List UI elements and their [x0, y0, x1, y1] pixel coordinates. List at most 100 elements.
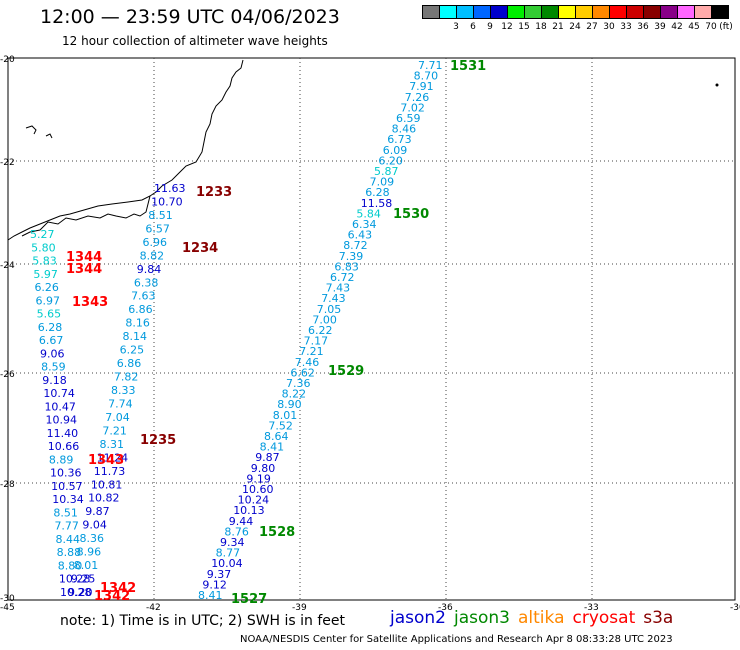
map-grid: -20-22-24-26-28-30-45-42-39-36-33-30: [0, 55, 740, 613]
wave-height-label: 6.43: [348, 229, 373, 242]
wave-height-label: 7.02: [400, 101, 425, 114]
wave-height-label: 7.52: [268, 419, 293, 432]
wave-height-label: 6.86: [117, 357, 142, 370]
legend-label: 42: [671, 22, 683, 32]
wave-height-label: 10.66: [48, 440, 80, 453]
legend-label: 9: [487, 22, 493, 32]
wave-height-label: 8.72: [343, 239, 368, 252]
wave-height-label: 10.34: [52, 493, 84, 506]
wave-height-label: 8.16: [125, 317, 150, 330]
wave-height-label: 8.31: [100, 438, 125, 451]
pass-time-label: 1343: [72, 295, 108, 310]
legend-label: 6: [470, 22, 476, 32]
pass-time-label: 1342: [94, 589, 130, 604]
y-tick-label: -30: [0, 594, 15, 604]
wave-height-label: 9.12: [202, 578, 227, 591]
map-title: 12:00 — 23:59 UTC 04/06/2023: [40, 6, 340, 28]
wave-height-label: 10.81: [91, 478, 123, 491]
wave-height-label: 10.04: [211, 557, 243, 570]
legend-label: 3: [453, 22, 459, 32]
wave-height-label: 7.91: [409, 80, 434, 93]
wave-height-label: 6.96: [143, 236, 168, 249]
legend-label: 18: [535, 22, 547, 32]
legend-label: 45: [688, 22, 700, 32]
wave-height-label: 6.97: [36, 294, 61, 307]
map-frame: [7, 57, 736, 601]
wave-height-label: 8.76: [224, 525, 249, 538]
wave-height-label: 6.28: [38, 321, 63, 334]
legend-unit: (ft): [719, 22, 733, 32]
satellite-jason3: jason3: [454, 608, 510, 628]
wave-height-label: 9.87: [85, 505, 110, 518]
wave-height-label: 8.46: [392, 123, 417, 136]
y-tick-label: -26: [0, 370, 15, 380]
wave-height-label: 7.39: [339, 250, 364, 263]
coastline: [7, 59, 244, 241]
wave-height-label: 10.74: [43, 387, 74, 400]
island: [25, 125, 37, 135]
legend-label: 39: [654, 22, 666, 32]
wave-height-label: 8.33: [111, 384, 136, 397]
coastline-detail: [21, 195, 151, 237]
wave-height-label: 6.86: [128, 303, 153, 316]
wave-height-label: 8.70: [414, 70, 439, 83]
wave-height-label: 5.65: [37, 308, 62, 321]
wave-height-label: 7.26: [405, 91, 430, 104]
island-dot: [715, 83, 719, 87]
wave-height-label: 7.00: [312, 313, 337, 326]
wave-height-label: 8.51: [53, 506, 77, 519]
x-tick-label: -45: [0, 603, 15, 613]
wave-height-label: 10.57: [51, 480, 83, 493]
wave-height-label: 8.89: [49, 453, 73, 466]
wave-height-label: 8.51: [148, 209, 173, 222]
wave-height-label: 7.74: [108, 397, 133, 410]
wave-height-label: 10.36: [50, 467, 82, 480]
wave-height-label: 8.64: [264, 430, 289, 443]
wave-height-label: 8.77: [216, 547, 241, 560]
wave-height-label: 5.87: [374, 165, 399, 178]
legend-label: 70: [705, 22, 717, 32]
wave-height-label: 10.82: [88, 492, 120, 505]
wave-height-label: 9.25: [71, 573, 96, 586]
legend-label: 27: [586, 22, 598, 32]
satellite-jason2: jason2: [390, 608, 446, 628]
wave-height-label: 9.44: [229, 515, 254, 528]
wave-height-label: 10.60: [242, 483, 274, 496]
y-tick-label: -28: [0, 480, 15, 490]
wave-height-label: 8.59: [41, 361, 66, 374]
wave-height-label: 7.21: [299, 345, 324, 358]
wave-height-label: 8.96: [77, 546, 102, 559]
legend-label: 24: [569, 22, 581, 32]
legend-swatch: [711, 5, 729, 19]
wave-height-label: 6.28: [365, 186, 390, 199]
wave-height-label: 6.83: [334, 260, 359, 273]
pass-time-label: 1531: [450, 59, 486, 74]
wave-height-label: 5.84: [356, 207, 381, 220]
wave-height-label: 7.63: [131, 290, 156, 303]
wave-height-label: 9.06: [40, 347, 65, 360]
wave-height-label: 8.80: [58, 559, 83, 572]
wave-height-label: 8.41: [260, 441, 285, 454]
wave-height-label: 6.38: [134, 276, 159, 289]
legend-label: 15: [518, 22, 530, 32]
wave-height-label: 9.19: [246, 472, 271, 485]
x-tick-label: -33: [584, 603, 599, 613]
wave-height-label: 11.24: [97, 451, 128, 464]
wave-height-label: 8.90: [277, 398, 302, 411]
wave-height-label: 6.59: [396, 112, 421, 125]
wave-height-label: 8.88: [57, 546, 82, 559]
wave-height-label: 7.17: [304, 335, 329, 348]
wave-height-label: 6.20: [378, 154, 403, 167]
wave-height-label: 11.63: [154, 182, 186, 195]
x-tick-label: -30: [730, 603, 740, 613]
wave-height-label: 8.01: [273, 409, 298, 422]
wave-height-label: 6.57: [145, 222, 170, 235]
wave-height-label: 10.28: [59, 573, 90, 586]
wave-height-label: 9.20: [68, 586, 93, 599]
wave-height-label: 8.41: [198, 589, 223, 602]
wave-height-label: 8.22: [282, 388, 307, 401]
wave-height-label: 9.34: [220, 536, 245, 549]
x-tick-label: -36: [438, 603, 453, 613]
pass-time-label: 1342: [100, 581, 136, 596]
